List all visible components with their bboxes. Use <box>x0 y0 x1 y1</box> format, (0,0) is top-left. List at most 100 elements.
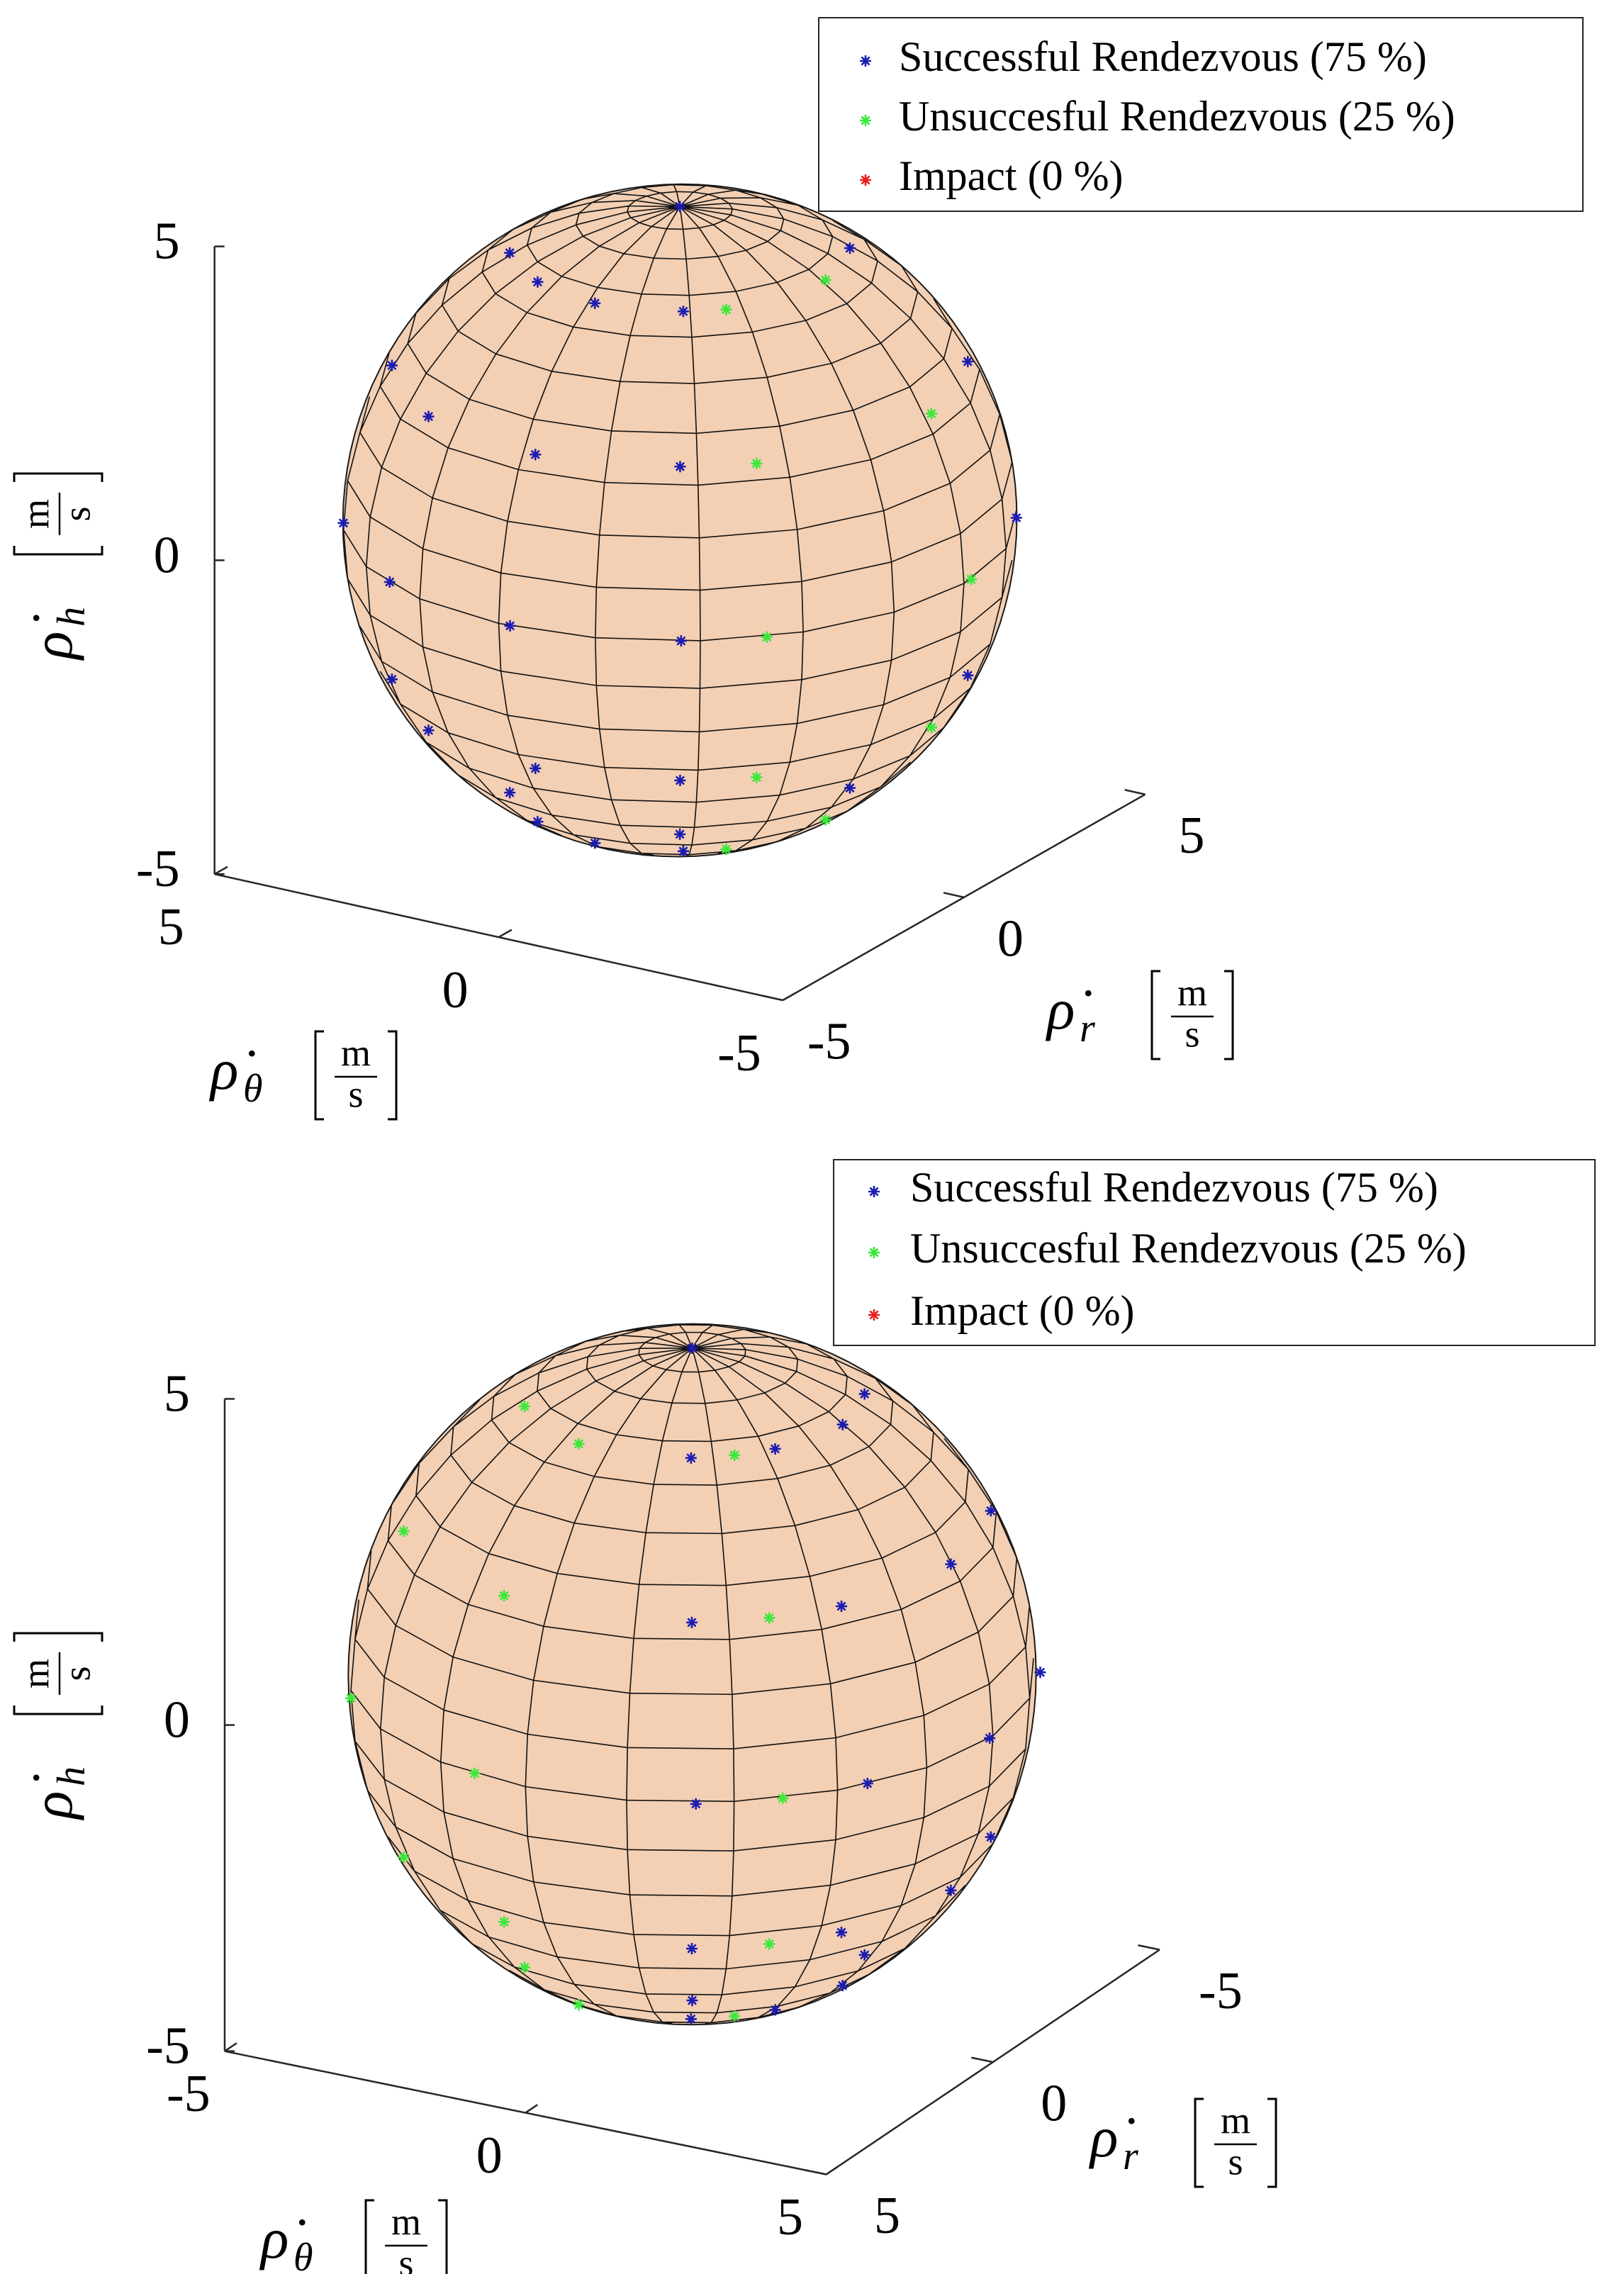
unit-denominator: s <box>1185 1012 1199 1055</box>
tick-mark <box>1138 1944 1160 1951</box>
legend-marker <box>868 1309 880 1321</box>
data-point <box>1034 1667 1046 1679</box>
legend-label: Unsuccesful Rendezvous (25 %) <box>910 1225 1467 1272</box>
x-tick-label: -5 <box>1199 1962 1243 2020</box>
bracket <box>13 1632 103 1642</box>
x-tick-label: 0 <box>997 909 1024 968</box>
data-point <box>985 1505 997 1517</box>
z-tick-label: 5 <box>154 213 180 271</box>
z-tick-label: -5 <box>136 840 180 898</box>
tick-mark <box>782 992 797 1002</box>
axis-label-subscript: h <box>50 1766 94 1786</box>
data-point <box>677 306 689 318</box>
unit-numerator: m <box>341 1031 371 1074</box>
bracket <box>388 1030 398 1121</box>
legend-label: Impact (0 %) <box>910 1287 1135 1334</box>
data-point <box>769 1443 781 1455</box>
data-point <box>674 774 686 786</box>
y-tick-label: 0 <box>442 961 469 1019</box>
data-point <box>861 1777 873 1789</box>
y-tick-label: -5 <box>167 2065 211 2123</box>
bracket <box>1150 970 1160 1060</box>
unit-denominator: s <box>1228 2140 1243 2183</box>
x-tick-label: 5 <box>874 2187 900 2245</box>
unit-denominator: s <box>398 2241 413 2274</box>
data-point <box>518 1400 530 1412</box>
legend-label: Unsuccesful Rendezvous (25 %) <box>899 93 1455 140</box>
data-point <box>573 1438 585 1450</box>
data-point <box>751 771 763 783</box>
data-point <box>836 1600 848 1612</box>
data-point <box>985 1831 997 1843</box>
unit-numerator: m <box>14 1659 57 1688</box>
data-point <box>945 1884 957 1896</box>
tick-mark <box>804 2169 827 2175</box>
data-point <box>530 762 542 774</box>
legend-label: Successful Rendezvous (75 %) <box>910 1164 1438 1211</box>
axis-label: ρ̇hms <box>13 472 103 661</box>
data-point <box>422 724 435 736</box>
bracket <box>1224 970 1234 1060</box>
data-point <box>685 1452 697 1464</box>
data-point <box>498 1916 510 1928</box>
data-point <box>763 1938 775 1950</box>
data-point <box>777 1792 789 1804</box>
data-point <box>962 669 974 681</box>
tick-mark <box>214 866 228 875</box>
data-point <box>761 631 773 643</box>
data-point <box>965 573 978 586</box>
data-point <box>836 1927 848 1939</box>
legend-label: Successful Rendezvous (75 %) <box>899 33 1427 80</box>
tick-mark <box>971 2056 994 2063</box>
axis-label: ρ̇ θms <box>259 2199 448 2274</box>
data-point <box>686 1995 698 2007</box>
axis-label: ρ̇hms <box>13 1632 103 1821</box>
bracket <box>13 1706 103 1715</box>
data-point <box>383 576 396 588</box>
data-point <box>530 449 542 461</box>
data-point <box>836 1418 849 1430</box>
tick-mark <box>224 2042 237 2052</box>
data-point <box>518 1961 530 1973</box>
data-point <box>504 247 516 259</box>
legend-label: Impact (0 %) <box>899 152 1124 199</box>
data-point <box>532 816 544 828</box>
sphere-surface <box>347 1323 1037 2026</box>
unit-numerator: m <box>391 2200 421 2243</box>
data-point <box>422 410 435 422</box>
data-point <box>504 620 516 632</box>
tick-mark <box>762 995 783 1002</box>
legend-box <box>818 17 1584 212</box>
axis-label-subscript: r <box>1080 1007 1095 1051</box>
data-point <box>386 673 398 685</box>
tick-mark <box>825 2166 839 2175</box>
legend-marker <box>860 55 871 67</box>
data-point <box>398 1525 410 1538</box>
data-point <box>858 1388 870 1400</box>
data-point <box>504 787 516 799</box>
x-tick-label: 5 <box>1178 807 1204 865</box>
data-point <box>751 457 763 469</box>
data-point <box>1010 512 1022 524</box>
axis-label: ρ̇ rms <box>1088 2097 1277 2188</box>
bracket <box>13 472 103 482</box>
data-point <box>858 1949 870 1961</box>
sphere-surface <box>342 183 1018 858</box>
data-point <box>720 303 732 315</box>
axis-label-subscript: θ <box>293 2236 313 2274</box>
x-tick-label: 0 <box>1041 2074 1067 2132</box>
data-point <box>690 1798 702 1810</box>
z-tick-label: -5 <box>146 2017 190 2076</box>
axis-label: ρ̇ θms <box>208 1030 398 1121</box>
sphere-mesh <box>342 184 1017 857</box>
bracket <box>364 2199 374 2274</box>
data-point <box>962 356 974 368</box>
unit-denominator: s <box>55 506 98 521</box>
data-point <box>926 722 938 734</box>
data-point <box>469 1767 481 1779</box>
data-point <box>819 814 831 826</box>
unit-numerator: m <box>14 499 57 529</box>
data-point <box>984 1732 996 1744</box>
bracket <box>1267 2097 1277 2188</box>
